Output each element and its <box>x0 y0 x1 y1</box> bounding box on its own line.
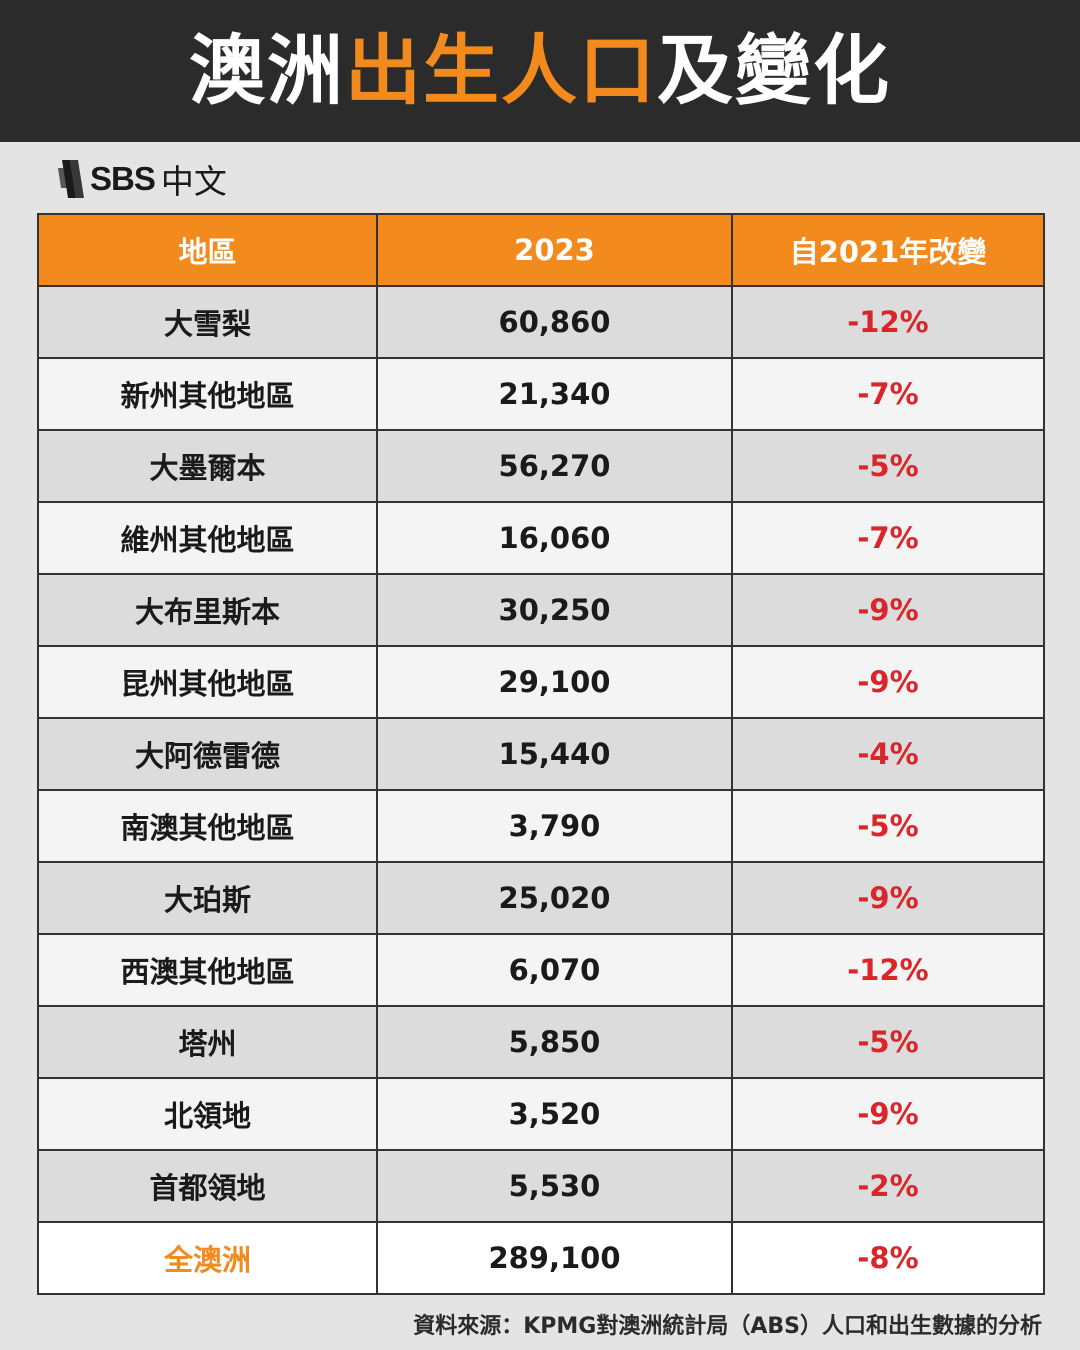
table-row: 大墨爾本 56,270 -5% <box>37 429 1045 503</box>
region-cell: 大阿德雷德 <box>37 717 378 791</box>
table-row: 西澳其他地區 6,070 -12% <box>37 933 1045 1007</box>
header-year: 2023 <box>376 213 733 287</box>
table-row: 大雪梨 60,860 -12% <box>37 285 1045 359</box>
value-cell: 5,530 <box>376 1149 733 1223</box>
sbs-mark-icon <box>58 160 84 198</box>
table-row: 大阿德雷德 15,440 -4% <box>37 717 1045 791</box>
change-cell: -5% <box>731 1005 1045 1079</box>
value-cell-total: 289,100 <box>376 1221 733 1295</box>
table-row: 塔州 5,850 -5% <box>37 1005 1045 1079</box>
change-cell: -12% <box>731 933 1045 1007</box>
table-row: 大布里斯本 30,250 -9% <box>37 573 1045 647</box>
sbs-logo: SBS 中文 <box>58 155 227 203</box>
logo-brand: SBS <box>90 160 156 197</box>
region-cell: 塔州 <box>37 1005 378 1079</box>
value-cell: 56,270 <box>376 429 733 503</box>
change-cell: -5% <box>731 429 1045 503</box>
births-table: 地區 2023 自2021年改變 大雪梨 60,860 -12% 新州其他地區 … <box>37 213 1045 1295</box>
region-cell: 大布里斯本 <box>37 573 378 647</box>
value-cell: 3,520 <box>376 1077 733 1151</box>
region-cell: 大墨爾本 <box>37 429 378 503</box>
logo-lang: 中文 <box>160 162 227 201</box>
region-cell: 大雪梨 <box>37 285 378 359</box>
change-cell: -5% <box>731 789 1045 863</box>
table-row-total: 全澳洲 289,100 -8% <box>37 1221 1045 1295</box>
region-cell: 北領地 <box>37 1077 378 1151</box>
title-part-2: 出生人口 <box>345 26 657 115</box>
table-row: 南澳其他地區 3,790 -5% <box>37 789 1045 863</box>
value-cell: 3,790 <box>376 789 733 863</box>
change-cell: -7% <box>731 501 1045 575</box>
region-cell-total: 全澳洲 <box>37 1221 378 1295</box>
change-cell: -9% <box>731 1077 1045 1151</box>
value-cell: 16,060 <box>376 501 733 575</box>
title-part-1: 澳洲 <box>189 26 345 115</box>
table-row: 首都領地 5,530 -2% <box>37 1149 1045 1223</box>
table-row: 維州其他地區 16,060 -7% <box>37 501 1045 575</box>
header-region: 地區 <box>37 213 378 287</box>
change-cell-total: -8% <box>731 1221 1045 1295</box>
change-cell: -9% <box>731 861 1045 935</box>
value-cell: 21,340 <box>376 357 733 431</box>
change-cell: -2% <box>731 1149 1045 1223</box>
change-cell: -12% <box>731 285 1045 359</box>
change-cell: -9% <box>731 573 1045 647</box>
title-bar: 澳洲出生人口及變化 <box>0 0 1080 142</box>
value-cell: 29,100 <box>376 645 733 719</box>
table-row: 昆州其他地區 29,100 -9% <box>37 645 1045 719</box>
value-cell: 6,070 <box>376 933 733 1007</box>
value-cell: 15,440 <box>376 717 733 791</box>
region-cell: 新州其他地區 <box>37 357 378 431</box>
region-cell: 首都領地 <box>37 1149 378 1223</box>
region-cell: 南澳其他地區 <box>37 789 378 863</box>
value-cell: 60,860 <box>376 285 733 359</box>
region-cell: 大珀斯 <box>37 861 378 935</box>
change-cell: -4% <box>731 717 1045 791</box>
page-title: 澳洲出生人口及變化 <box>189 33 891 109</box>
table-row: 北領地 3,520 -9% <box>37 1077 1045 1151</box>
value-cell: 5,850 <box>376 1005 733 1079</box>
title-part-3: 及變化 <box>657 26 891 115</box>
table-header-row: 地區 2023 自2021年改變 <box>37 213 1045 287</box>
source-note: 資料來源：KPMG對澳洲統計局（ABS）人口和出生數據的分析 <box>413 1314 1042 1339</box>
region-cell: 西澳其他地區 <box>37 933 378 1007</box>
value-cell: 30,250 <box>376 573 733 647</box>
table-row: 大珀斯 25,020 -9% <box>37 861 1045 935</box>
change-cell: -9% <box>731 645 1045 719</box>
region-cell: 維州其他地區 <box>37 501 378 575</box>
value-cell: 25,020 <box>376 861 733 935</box>
change-cell: -7% <box>731 357 1045 431</box>
region-cell: 昆州其他地區 <box>37 645 378 719</box>
table-row: 新州其他地區 21,340 -7% <box>37 357 1045 431</box>
header-change: 自2021年改變 <box>731 213 1045 287</box>
